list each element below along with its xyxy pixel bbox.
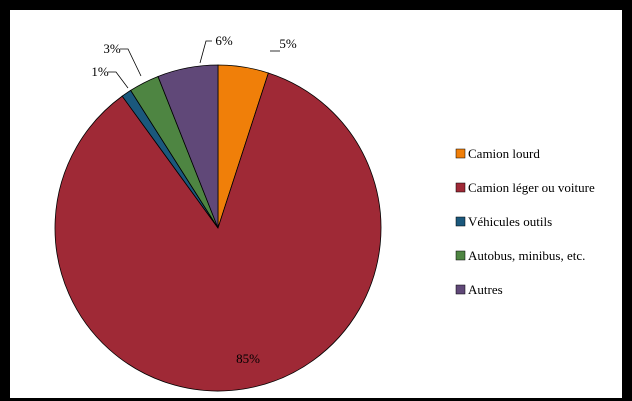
legend-swatch-autres [455, 284, 466, 295]
leader-line-autres [199, 40, 212, 64]
data-label-camion-lourd: 5% [279, 36, 297, 51]
pie-slice-camion-leger-ou-voiture [54, 72, 382, 392]
legend-label-camion-leger-ou-voiture: Camion léger ou voiture [468, 180, 595, 195]
legend-swatch-vehicules-outils [455, 216, 466, 227]
legend-label-camion-lourd: Camion lourd [468, 146, 540, 161]
data-label-autres: 6% [215, 33, 233, 48]
legend-swatch-camion-leger-ou-voiture [455, 182, 466, 193]
pie-slices [54, 64, 382, 392]
pie-data-labels: 5% 85% 1% 3% 6% [91, 33, 297, 366]
legend-swatch-autobus-minibus-etc [455, 250, 466, 261]
legend-swatch-camion-lourd [455, 148, 466, 159]
legend-label-autobus-minibus-etc: Autobus, minibus, etc. [468, 248, 585, 263]
legend-label-autres: Autres [468, 282, 503, 297]
data-label-vehicules-outils: 1% [91, 64, 109, 79]
leader-line-vehicules-outils [108, 71, 129, 89]
data-label-autobus-minibus-etc: 3% [103, 41, 121, 56]
data-label-camion-leger-ou-voiture: 85% [236, 351, 260, 366]
pie-slice-autres [157, 64, 219, 229]
legend-label-vehicules-outils: Véhicules outils [468, 214, 552, 229]
chart-legend: Camion lourd Camion léger ou voiture Véhic… [455, 146, 595, 297]
leader-line-autobus-minibus-etc [120, 48, 142, 77]
